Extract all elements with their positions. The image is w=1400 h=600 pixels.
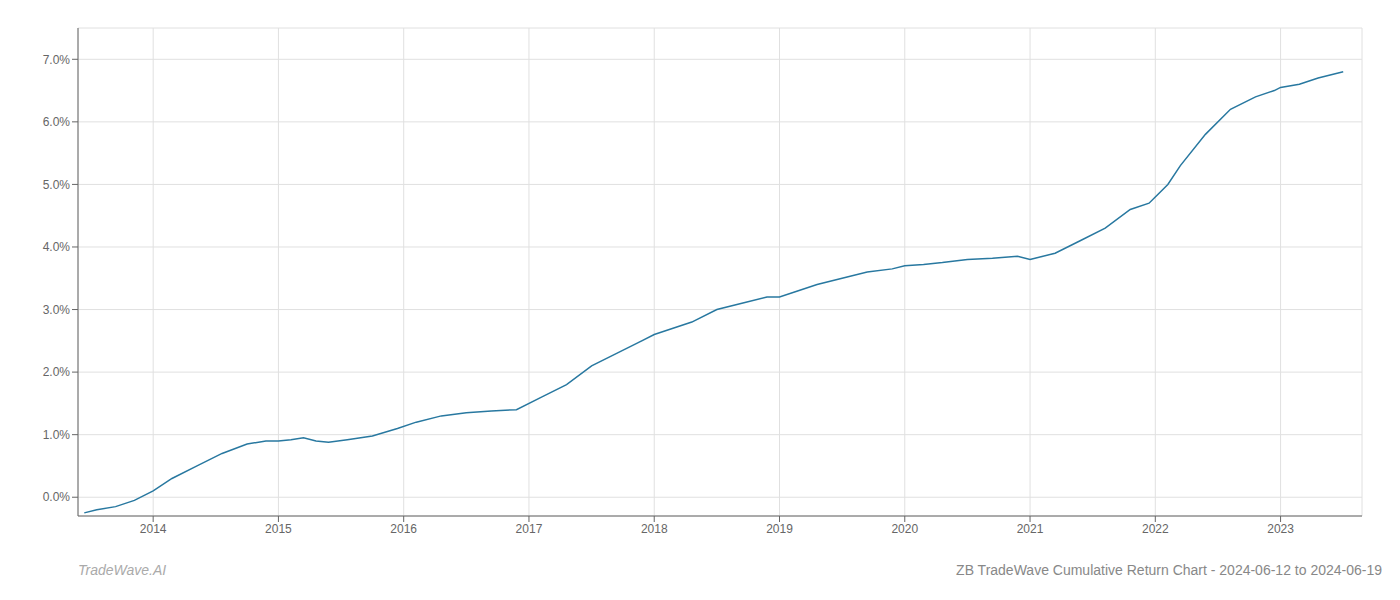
svg-text:2019: 2019 (766, 522, 793, 536)
svg-text:3.0%: 3.0% (43, 303, 71, 317)
svg-text:2021: 2021 (1017, 522, 1044, 536)
svg-text:5.0%: 5.0% (43, 178, 71, 192)
svg-text:0.0%: 0.0% (43, 490, 71, 504)
svg-text:2.0%: 2.0% (43, 365, 71, 379)
svg-text:6.0%: 6.0% (43, 115, 71, 129)
html-text:ZB TradeWave Cumulative Return: ZB TradeWave Cumulative Return Chart - 2… (956, 562, 1382, 578)
svg-text:1.0%: 1.0% (43, 428, 71, 442)
svg-text:4.0%: 4.0% (43, 240, 71, 254)
svg-text:2020: 2020 (891, 522, 918, 536)
svg-text:7.0%: 7.0% (43, 53, 71, 67)
svg-text:2023: 2023 (1267, 522, 1294, 536)
svg-text:2015: 2015 (265, 522, 292, 536)
svg-text:2017: 2017 (516, 522, 543, 536)
svg-text:2022: 2022 (1142, 522, 1169, 536)
svg-text:2016: 2016 (390, 522, 417, 536)
svg-text:2018: 2018 (641, 522, 668, 536)
html-text:TradeWave.AI: TradeWave.AI (78, 562, 167, 578)
svg-text:2014: 2014 (140, 522, 167, 536)
